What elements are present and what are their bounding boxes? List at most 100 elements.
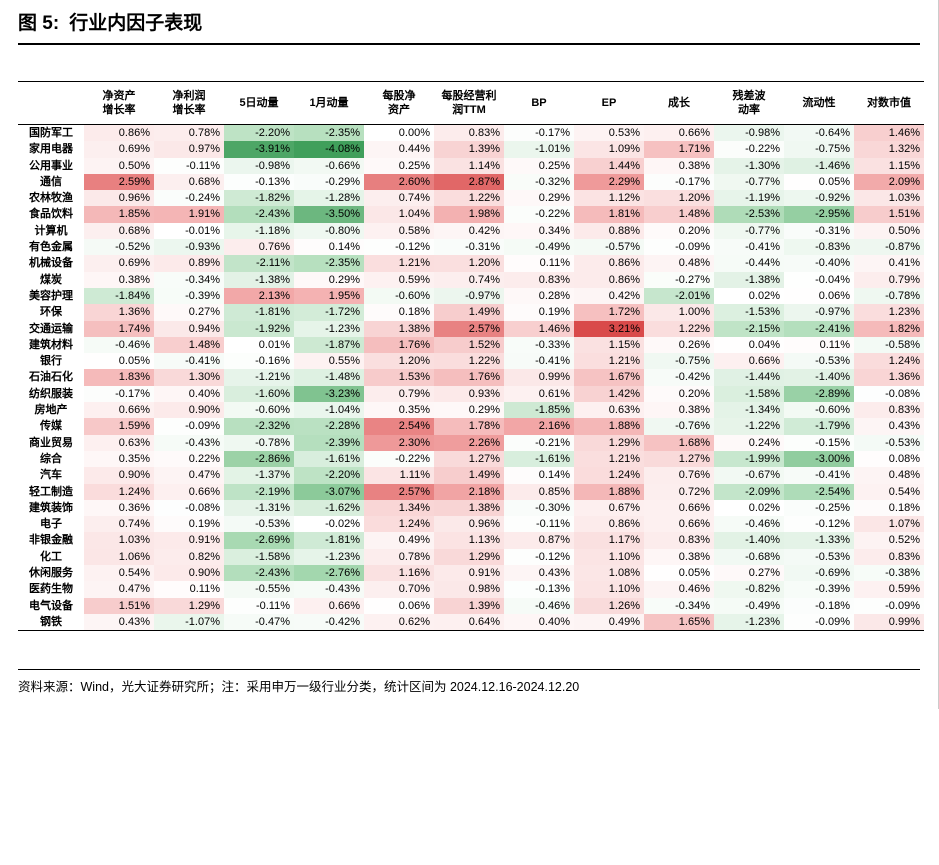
table-cell: 1.85% (84, 206, 154, 222)
row-header: 机械设备 (18, 255, 84, 271)
table-cell: 0.47% (84, 581, 154, 597)
table-cell: -2.28% (294, 418, 364, 434)
table-cell: 0.24% (714, 435, 784, 451)
table-cell: -0.15% (784, 435, 854, 451)
col-header: 5日动量 (224, 82, 294, 125)
table-cell: -0.77% (714, 223, 784, 239)
table-cell: 0.87% (504, 532, 574, 548)
table-cell: 0.79% (364, 386, 434, 402)
figure-title: 行业内因子表现 (69, 8, 202, 35)
table-cell: 1.20% (434, 255, 504, 271)
table-cell: -2.01% (644, 288, 714, 304)
table-cell: -0.52% (84, 239, 154, 255)
table-row: 食品饮料1.85%1.91%-2.43%-3.50%1.04%1.98%-0.2… (18, 206, 924, 222)
col-header: 1月动量 (294, 82, 364, 125)
table-row: 轻工制造1.24%0.66%-2.19%-3.07%2.57%2.18%0.85… (18, 484, 924, 500)
table-cell: -0.31% (434, 239, 504, 255)
table-cell: -0.22% (714, 141, 784, 157)
table-cell: 0.11% (784, 337, 854, 353)
table-cell: -1.30% (714, 158, 784, 174)
table-cell: 0.42% (434, 223, 504, 239)
table-cell: 0.00% (364, 125, 434, 142)
table-cell: 1.83% (84, 369, 154, 385)
table-row: 机械设备0.69%0.89%-2.11%-2.35%1.21%1.20%0.11… (18, 255, 924, 271)
table-cell: 1.21% (364, 255, 434, 271)
table-cell: -0.21% (504, 435, 574, 451)
table-cell: 2.59% (84, 174, 154, 190)
table-cell: -2.32% (224, 418, 294, 434)
table-cell: 1.39% (434, 598, 504, 614)
table-cell: 0.66% (84, 402, 154, 418)
row-header: 银行 (18, 353, 84, 369)
table-row: 钢铁0.43%-1.07%-0.47%-0.42%0.62%0.64%0.40%… (18, 614, 924, 631)
table-cell: -0.17% (644, 174, 714, 190)
table-cell: -0.46% (714, 516, 784, 532)
table-cell: -2.76% (294, 565, 364, 581)
table-cell: -0.42% (644, 369, 714, 385)
table-cell: -0.12% (784, 516, 854, 532)
row-header: 电子 (18, 516, 84, 532)
table-cell: -0.60% (364, 288, 434, 304)
table-cell: 1.24% (364, 516, 434, 532)
table-cell: 0.46% (644, 581, 714, 597)
table-cell: 1.42% (574, 386, 644, 402)
row-header: 轻工制造 (18, 484, 84, 500)
table-cell: -0.98% (224, 158, 294, 174)
table-cell: 1.22% (644, 321, 714, 337)
table-cell: 0.42% (574, 288, 644, 304)
col-header: 净资产增长率 (84, 82, 154, 125)
table-cell: -2.15% (714, 321, 784, 337)
table-cell: 1.72% (574, 304, 644, 320)
table-cell: 0.38% (644, 549, 714, 565)
table-cell: -1.01% (504, 141, 574, 157)
table-cell: -0.66% (294, 158, 364, 174)
table-cell: 1.00% (644, 304, 714, 320)
table-cell: -3.07% (294, 484, 364, 500)
table-cell: 1.51% (84, 598, 154, 614)
table-cell: 1.76% (434, 369, 504, 385)
table-cell: 1.88% (574, 484, 644, 500)
table-cell: -2.19% (224, 484, 294, 500)
table-cell: 0.06% (364, 598, 434, 614)
table-cell: 1.78% (434, 418, 504, 434)
table-cell: 1.29% (154, 598, 224, 614)
table-row: 电子0.74%0.19%-0.53%-0.02%1.24%0.96%-0.11%… (18, 516, 924, 532)
table-cell: -0.18% (784, 598, 854, 614)
table-cell: -1.92% (224, 321, 294, 337)
table-cell: 1.38% (434, 500, 504, 516)
table-cell: 1.24% (574, 467, 644, 483)
table-cell: 0.25% (364, 158, 434, 174)
table-cell: -1.22% (714, 418, 784, 434)
table-cell: 1.21% (574, 451, 644, 467)
table-cell: 0.14% (504, 467, 574, 483)
table-cell: -2.54% (784, 484, 854, 500)
row-header: 建筑材料 (18, 337, 84, 353)
col-header: 净利润增长率 (154, 82, 224, 125)
table-cell: -1.58% (714, 386, 784, 402)
table-cell: -2.95% (784, 206, 854, 222)
table-cell: 0.66% (644, 516, 714, 532)
table-cell: -1.53% (714, 304, 784, 320)
table-cell: -0.04% (784, 272, 854, 288)
table-cell: 0.04% (714, 337, 784, 353)
table-cell: -0.13% (224, 174, 294, 190)
table-cell: 0.79% (854, 272, 924, 288)
table-row: 有色金属-0.52%-0.93%0.76%0.14%-0.12%-0.31%-0… (18, 239, 924, 255)
table-cell: 1.09% (574, 141, 644, 157)
table-cell: 0.34% (504, 223, 574, 239)
table-cell: 0.49% (364, 532, 434, 548)
table-cell: 1.38% (364, 321, 434, 337)
table-cell: -1.61% (294, 451, 364, 467)
table-row: 农林牧渔0.96%-0.24%-1.82%-1.28%0.74%1.22%0.2… (18, 190, 924, 206)
table-cell: -3.50% (294, 206, 364, 222)
table-cell: -0.53% (784, 549, 854, 565)
table-cell: 0.35% (84, 451, 154, 467)
table-cell: 1.53% (364, 369, 434, 385)
table-cell: 0.66% (714, 353, 784, 369)
table-cell: 0.69% (84, 255, 154, 271)
row-header: 建筑装饰 (18, 500, 84, 516)
table-cell: 1.39% (434, 141, 504, 157)
bottom-rule (18, 669, 920, 670)
table-row: 煤炭0.38%-0.34%-1.38%0.29%0.59%0.74%0.83%0… (18, 272, 924, 288)
table-cell: 1.22% (434, 190, 504, 206)
